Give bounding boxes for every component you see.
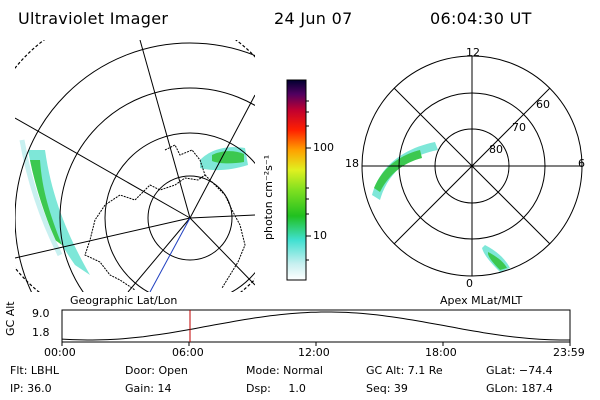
glat-info: GLat: −74.4 xyxy=(486,364,553,377)
geographic-map xyxy=(15,40,255,292)
glon-info: GLon: 187.4 xyxy=(486,382,553,395)
color-bar xyxy=(286,79,307,281)
seq-info: Seq: 39 xyxy=(366,382,408,395)
colorbar-unit-label: photon cm⁻²s⁻¹ xyxy=(262,154,275,240)
gc-alt-info: GC Alt: 7.1 Re xyxy=(366,364,443,377)
timeline-ytick-high: 9.0 xyxy=(32,307,50,320)
mlat-label-70: 70 xyxy=(512,121,526,134)
mlt-label-12: 12 xyxy=(466,46,480,59)
mlat-label-80: 80 xyxy=(489,143,503,156)
altitude-timeline xyxy=(61,309,571,346)
color-bar-ticks xyxy=(306,100,311,261)
colorbar-tick-100: 100 xyxy=(313,141,334,154)
timeline-xtick-1800: 18:00 xyxy=(425,346,457,359)
aurora-emission xyxy=(28,150,90,275)
right-map-caption: Apex MLat/MLT xyxy=(440,294,523,307)
time: 06:04:30 UT xyxy=(430,9,532,28)
timeline-xtick-0000: 00:00 xyxy=(44,346,76,359)
timeline-xtick-0600: 06:00 xyxy=(172,346,204,359)
mlt-label-18: 18 xyxy=(345,157,359,170)
flt-info: Flt: LBHL xyxy=(10,364,59,377)
apex-polar-map xyxy=(361,55,583,277)
dsp-info: Dsp: 1.0 xyxy=(246,382,306,395)
ip-info: IP: 36.0 xyxy=(10,382,52,395)
mlat-label-60: 60 xyxy=(536,98,550,111)
mlt-label-0: 0 xyxy=(466,277,473,290)
door-info: Door: Open xyxy=(125,364,188,377)
colorbar-tick-10: 10 xyxy=(313,229,327,242)
title: Ultraviolet Imager xyxy=(18,9,169,28)
left-map-caption: Geographic Lat/Lon xyxy=(70,294,178,307)
altitude-curve xyxy=(61,311,570,341)
mlt-label-6: 6 xyxy=(578,157,585,170)
timeline-axis-label: GC Alt xyxy=(4,301,17,336)
auroral-oval xyxy=(372,142,438,200)
timeline-ytick-low: 1.8 xyxy=(32,326,50,339)
gain-info: Gain: 14 xyxy=(125,382,172,395)
timeline-xtick-2359: 23:59 xyxy=(553,346,585,359)
date: 24 Jun 07 xyxy=(274,9,353,28)
timeline-xtick-1200: 12:00 xyxy=(298,346,330,359)
mode-info: Mode: Normal xyxy=(246,364,323,377)
